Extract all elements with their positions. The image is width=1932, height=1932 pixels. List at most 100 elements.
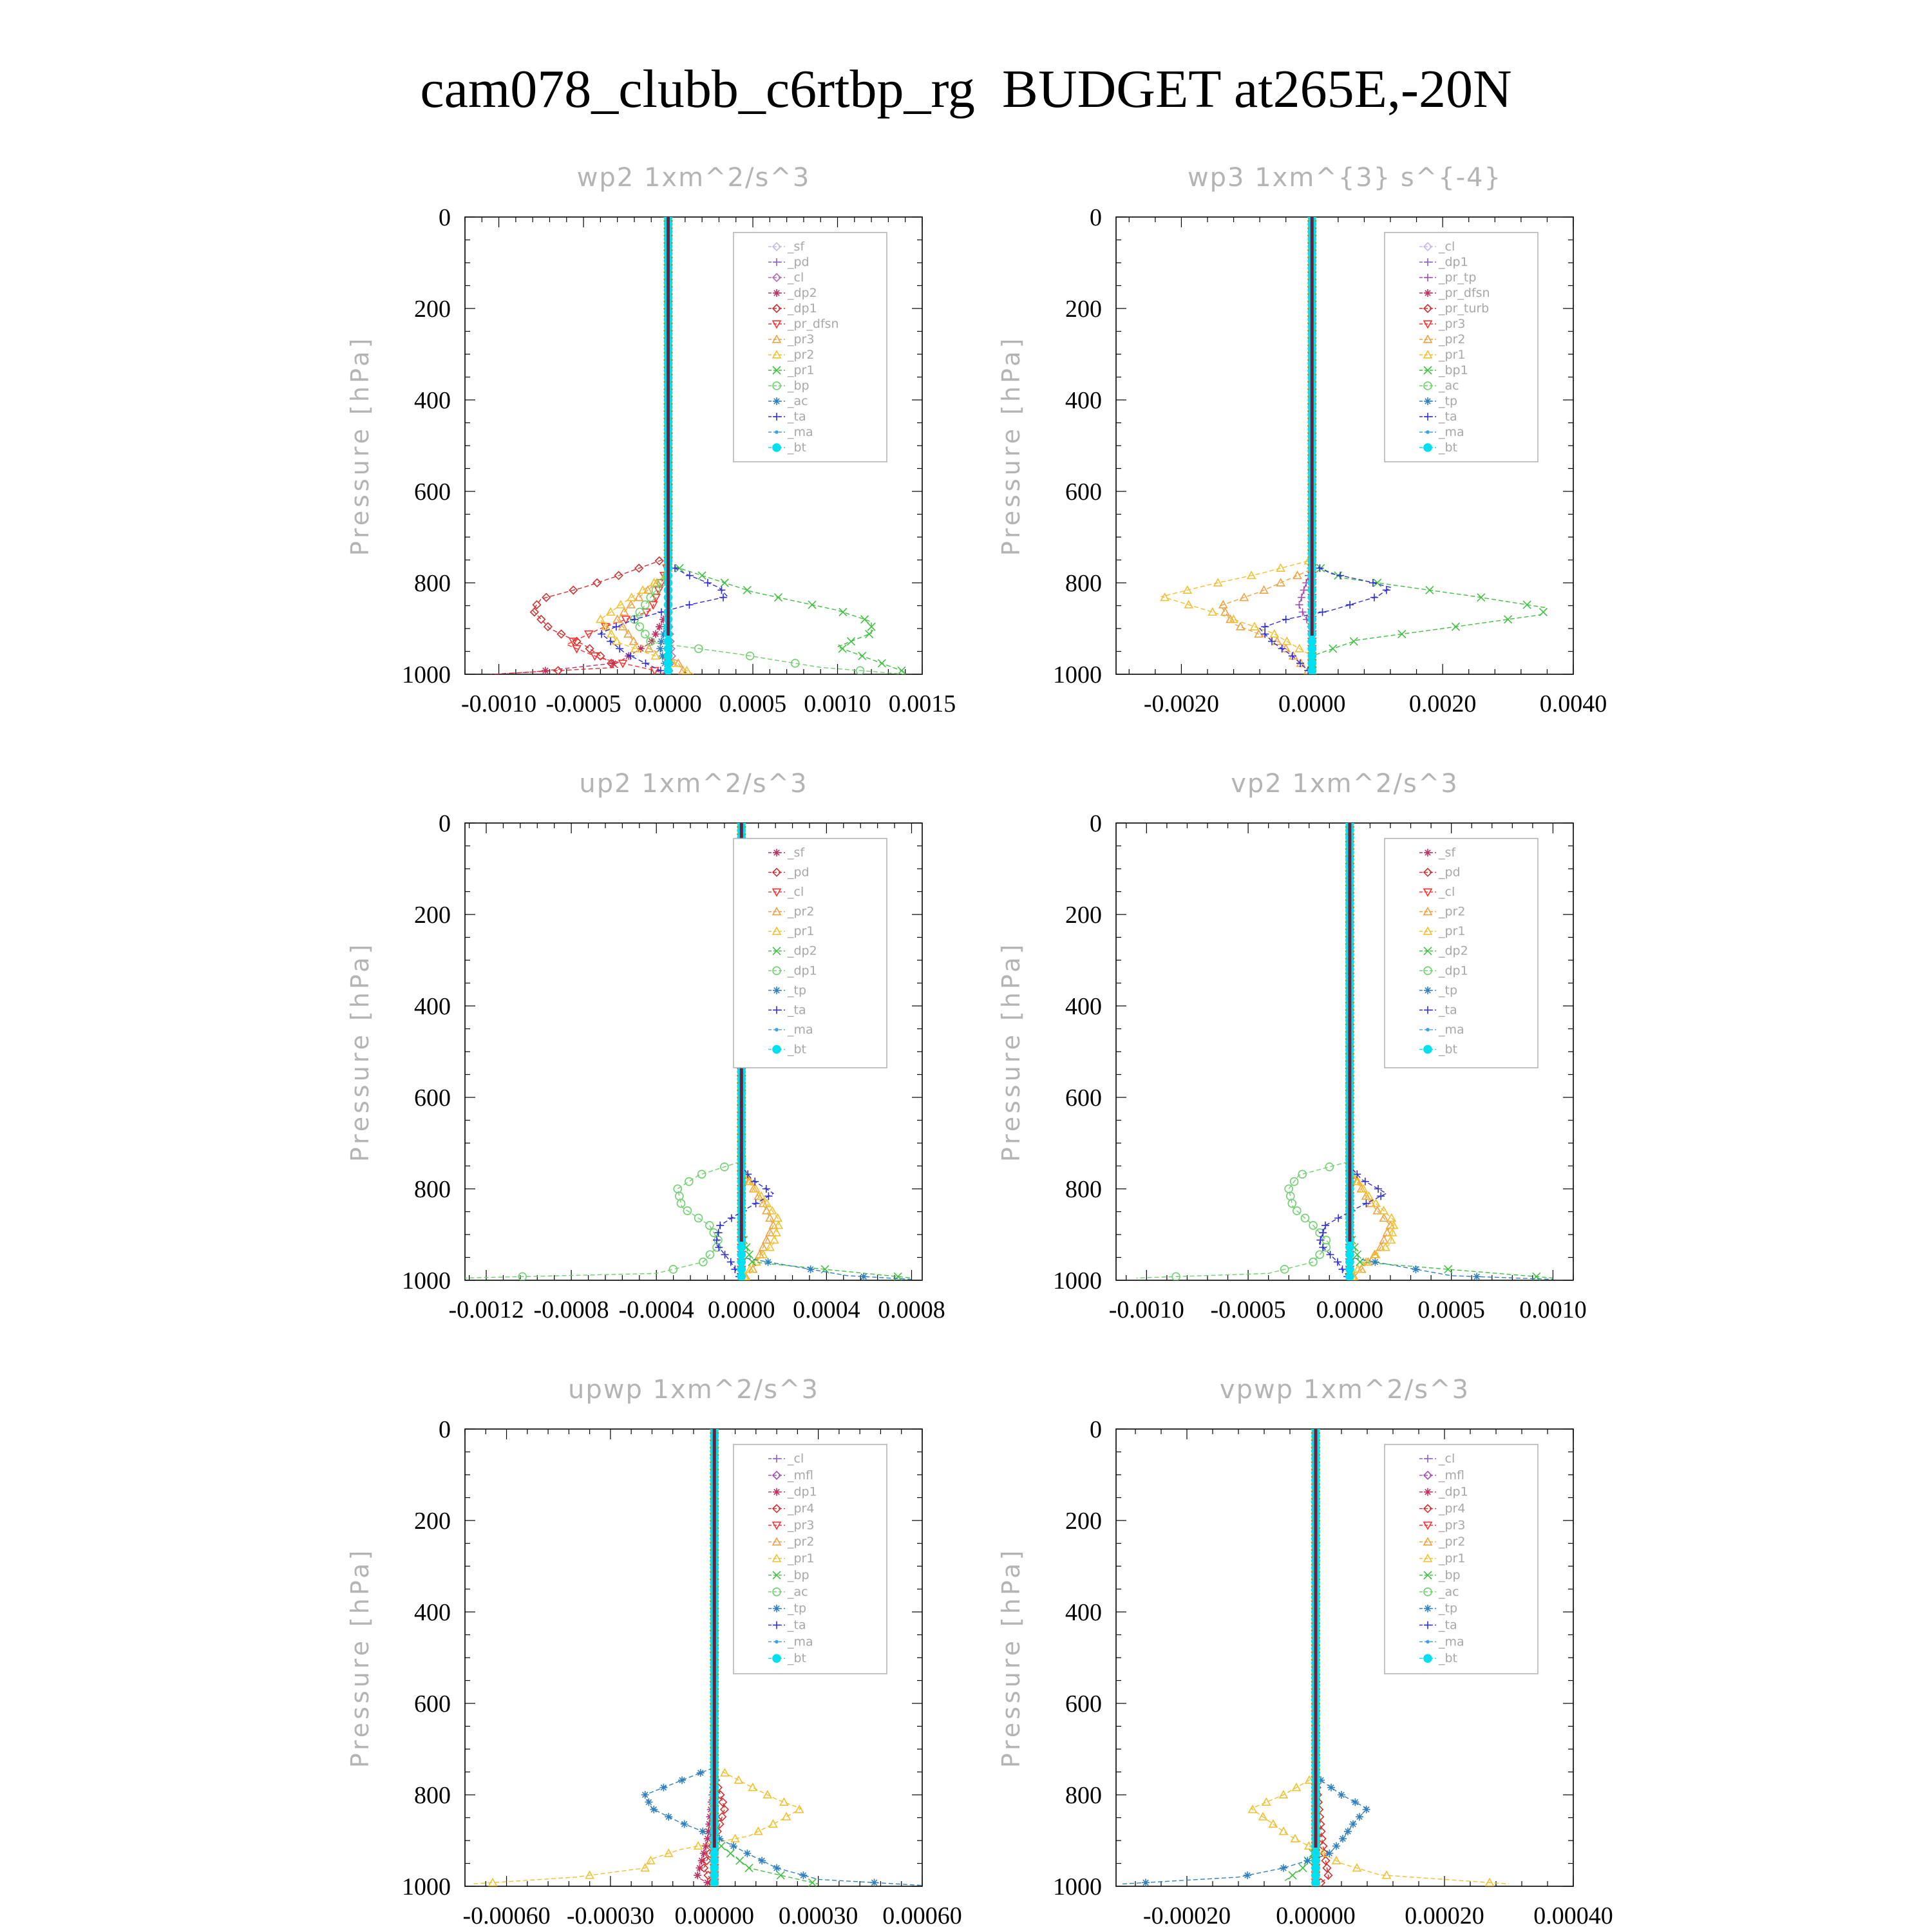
data-point — [612, 623, 620, 631]
data-point — [1370, 593, 1378, 601]
data-point — [756, 1191, 766, 1200]
legend-marker — [1423, 443, 1432, 452]
series-line-pr4 — [703, 1429, 726, 1886]
data-point — [640, 1862, 650, 1872]
data-point — [710, 1856, 719, 1866]
data-point — [820, 1265, 829, 1274]
data-point — [721, 1251, 729, 1259]
legend-entry: _pr1 — [787, 924, 814, 938]
data-point — [1358, 1184, 1368, 1193]
data-point — [1182, 585, 1193, 594]
legend-marker — [772, 966, 781, 976]
legend-marker — [773, 1488, 781, 1496]
legend-marker — [1423, 966, 1432, 976]
data-point — [572, 645, 582, 654]
y-tick-label: 1000 — [402, 1267, 451, 1294]
data-point — [1276, 578, 1285, 587]
legend-entry: _tp — [1438, 983, 1457, 998]
data-point — [634, 564, 644, 573]
data-point — [658, 652, 667, 660]
data-point — [765, 1227, 775, 1236]
data-point — [717, 586, 726, 594]
data-point — [762, 1790, 773, 1799]
x-tick-label: 0.0010 — [1519, 1296, 1587, 1323]
legend-marker — [773, 258, 781, 266]
x-tick-label: -0.00020 — [1143, 1902, 1231, 1929]
data-point — [1386, 1235, 1396, 1244]
legend-marker — [772, 443, 781, 452]
x-tick-label: 0.0010 — [804, 690, 871, 717]
legend-entry: _ma — [1438, 425, 1464, 439]
legend-marker — [1424, 289, 1432, 297]
data-point — [764, 1258, 772, 1266]
legend-entry: _bt — [1438, 1042, 1457, 1056]
data-point — [1208, 607, 1218, 616]
data-point — [1381, 1242, 1390, 1251]
data-point — [612, 614, 623, 623]
legend-entry: _ac — [787, 394, 808, 408]
data-point — [1372, 1206, 1383, 1215]
data-point — [1345, 1272, 1354, 1280]
data-point — [568, 638, 578, 647]
x-tick-label: 0.0004 — [793, 1296, 860, 1323]
data-point — [720, 1768, 730, 1777]
data-point — [1289, 1177, 1299, 1186]
data-point — [719, 593, 728, 601]
y-axis-label: Pressure [hPa] — [997, 336, 1025, 556]
x-tick-label: 0.00030 — [779, 1902, 858, 1929]
data-point — [596, 614, 605, 623]
legend-marker — [1423, 303, 1433, 314]
legend-marker — [772, 1654, 781, 1663]
data-point — [1329, 644, 1338, 653]
data-point — [730, 1833, 740, 1842]
data-point — [680, 1820, 688, 1828]
data-point — [858, 652, 867, 661]
data-point — [860, 615, 869, 624]
data-point — [846, 637, 856, 646]
data-point — [643, 585, 653, 594]
x-tick-label: -0.0010 — [1109, 1296, 1184, 1323]
legend-entry: _tp — [1438, 394, 1457, 408]
page-title: cam078_clubb_c6rtbp_rg BUDGET at265E,-20… — [420, 59, 1512, 119]
data-point — [773, 1213, 782, 1222]
data-point — [645, 1855, 656, 1864]
legend-entry: _pd — [1438, 866, 1461, 880]
data-point — [1346, 601, 1354, 609]
data-point — [762, 1185, 770, 1193]
data-point — [773, 593, 783, 602]
data-point — [488, 1877, 498, 1886]
data-point — [745, 651, 755, 661]
legend-marker — [772, 947, 781, 956]
data-point — [1522, 600, 1531, 609]
series-line-ta — [600, 217, 728, 674]
data-point — [714, 1229, 723, 1237]
panel-wp2: wp2 1xm^2/s^3 Pressure [hPa] 0 200 400 600 800… — [346, 163, 956, 717]
data-point — [627, 592, 636, 601]
legend-marker — [773, 1455, 781, 1463]
data-point — [645, 1798, 653, 1806]
data-point — [697, 1857, 706, 1865]
data-point — [635, 622, 645, 631]
data-point — [808, 600, 817, 609]
legend-box — [733, 232, 887, 462]
legend-entry: _dp2 — [1438, 944, 1468, 958]
legend-marker — [773, 289, 781, 297]
data-point — [743, 1849, 752, 1857]
data-point — [1254, 629, 1264, 638]
data-point — [1315, 1250, 1324, 1260]
y-tick-label: 400 — [414, 1599, 451, 1626]
data-point — [705, 1827, 713, 1835]
data-point — [897, 666, 906, 674]
legend-entry: _dp2 — [787, 286, 817, 300]
data-point — [1321, 1221, 1330, 1229]
series-line-pr1 — [471, 1429, 802, 1885]
series-line-tp — [644, 1429, 922, 1886]
data-point — [694, 1213, 703, 1223]
data-point — [623, 629, 633, 638]
data-point — [750, 1184, 761, 1193]
data-point — [1298, 1170, 1307, 1179]
legend-marker — [772, 350, 782, 359]
panel-vp2: vp2 1xm^2/s^3 Pressure [hPa] 0 200 400 600 800… — [997, 769, 1587, 1323]
data-point — [737, 1257, 746, 1267]
y-tick-label: 400 — [1065, 1599, 1102, 1626]
